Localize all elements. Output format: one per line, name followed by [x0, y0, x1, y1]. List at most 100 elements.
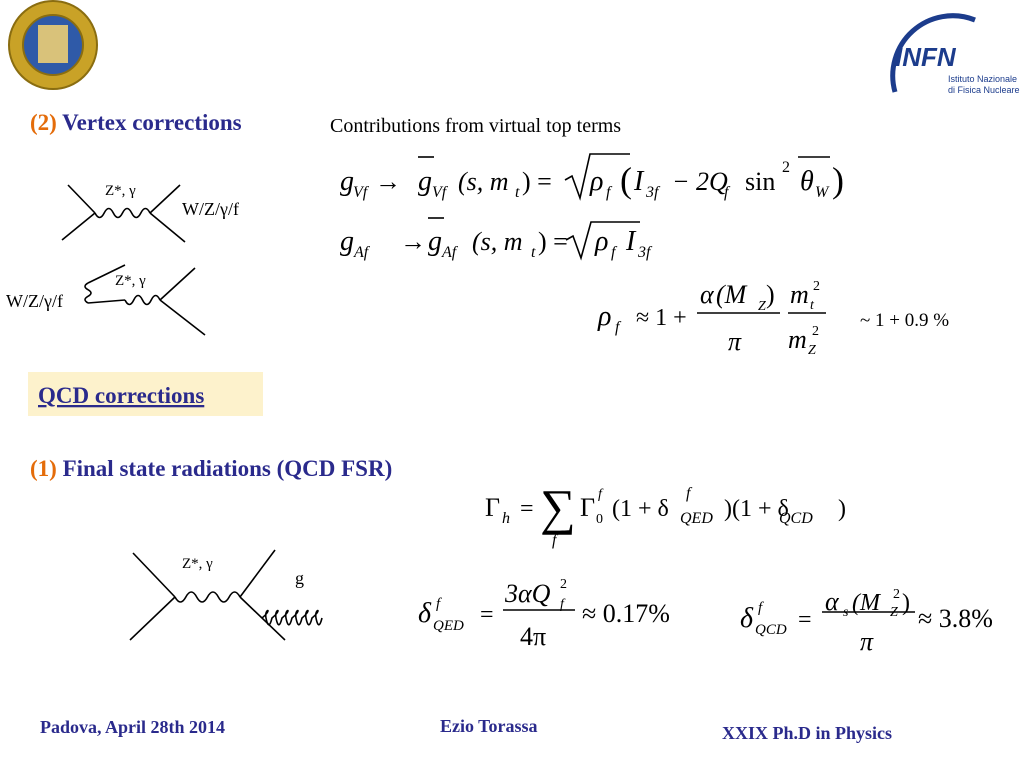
math-token: f [436, 596, 442, 612]
heading: (1) Final state radiations (QCD FSR) [30, 456, 392, 481]
math-token: QED [433, 618, 464, 634]
math-token: ) [902, 590, 910, 616]
infn-logo: INFN Istituto Nazionale di Fisica Nuclea… [890, 13, 1020, 95]
math-token: ρ [597, 301, 611, 332]
math-token: 0 [596, 512, 603, 527]
math-token: t [810, 298, 815, 313]
math-token: QED [680, 510, 713, 527]
math-token: 3f [637, 244, 653, 261]
infn-line: Istituto Nazionale [948, 74, 1017, 84]
math-token: π [728, 327, 742, 356]
math-token: f [560, 597, 566, 612]
diagram-label: W/Z/γ/f [182, 199, 239, 219]
math-token: f [606, 184, 613, 201]
math-token: g [428, 226, 442, 257]
math-token: ∑ [540, 479, 576, 535]
math-token: f [615, 319, 622, 336]
math-token: 2 [893, 587, 900, 602]
math-token: = [798, 607, 812, 633]
math-token: α [825, 587, 840, 616]
math-token: = [520, 496, 534, 522]
math-token: ρ [589, 166, 603, 197]
math-token: Z [808, 343, 816, 358]
math-token: h [502, 510, 510, 527]
math-token: t [531, 244, 536, 261]
math-token: α [700, 280, 715, 309]
footer-left: Padova, April 28th 2014 [40, 717, 225, 737]
diagram-label: g [295, 568, 304, 588]
math-token: 2 [782, 159, 790, 176]
infn-line: di Fisica Nucleare [948, 85, 1020, 95]
boson-line [174, 591, 241, 603]
math-token: Vf [432, 184, 449, 201]
gluon-line [261, 609, 323, 626]
math-token: π [860, 627, 874, 656]
math-token: ≈ 1 + [636, 305, 687, 331]
university-seal [8, 0, 98, 90]
math-token: f [611, 244, 618, 261]
diagram-label: W/Z/γ/f [6, 291, 63, 311]
rho-value: ~ 1 + 0.9 % [860, 310, 949, 331]
math-token: (1 + δ [612, 496, 669, 522]
math-token: f [686, 485, 693, 502]
math-token: δ [740, 603, 754, 634]
math-token: (s, m [458, 167, 509, 196]
math-token: 2 [560, 577, 567, 592]
heading-text: Vertex corrections [62, 110, 242, 135]
boson-line [94, 207, 151, 219]
math-token: )(1 + δ [724, 496, 789, 522]
math-token: ) [838, 496, 846, 522]
diagram-label: Z*, γ [182, 556, 213, 572]
math-token: I [625, 226, 637, 257]
math-token: m [788, 325, 807, 354]
math-token: 2 [813, 279, 820, 294]
math-token: Af [441, 244, 459, 261]
math-token: t [515, 184, 520, 201]
math-token: Af [353, 244, 371, 261]
math-token: ) [766, 280, 775, 309]
math-token: f [724, 184, 731, 201]
math-token: ) [832, 160, 844, 200]
math-token: ) = [522, 167, 552, 196]
boson-line [84, 282, 92, 304]
math-token: → [400, 227, 426, 256]
infn-name: INFN [895, 42, 957, 72]
math-token: ) = [538, 227, 568, 256]
math-token: f [598, 487, 604, 502]
feynman-diagrams [61, 184, 323, 641]
heading: (2) Vertex corrections [30, 110, 242, 135]
math-token: g [340, 226, 354, 257]
math-token: (M [852, 590, 882, 616]
math-token: → [375, 167, 401, 196]
math-token: Z [890, 605, 898, 620]
math-token: = [480, 602, 494, 628]
diagram-label: Z*, γ [115, 273, 146, 289]
math-token: Vf [353, 184, 370, 201]
math-strokes [418, 153, 915, 613]
footer-center: Ezio Torassa [440, 716, 538, 736]
footer-right: XXIX Ph.D in Physics [722, 723, 892, 743]
math-token: ( [620, 160, 632, 200]
math-token: g [418, 166, 432, 197]
math-token: Γ [580, 493, 595, 522]
math-token: 2 [812, 324, 819, 339]
math-token: 4π [520, 622, 546, 651]
math-token: ρ [594, 226, 608, 257]
heading-number: (2) [30, 110, 57, 135]
math-token: sin [745, 167, 775, 196]
heading-number: (1) [30, 456, 57, 481]
math-token: g [340, 166, 354, 197]
math-token: QCD [755, 622, 787, 638]
math-token: W [815, 184, 830, 201]
heading-text: Final state radiations (QCD FSR) [63, 456, 393, 481]
math-token: 3αQ [504, 579, 551, 608]
math-token: ≈ 0.17% [582, 599, 670, 628]
math-token: Γ [485, 493, 500, 522]
math-token: (M [716, 280, 748, 309]
math-token: δ [418, 598, 432, 629]
math-token: Z [758, 299, 766, 314]
math-token: f [758, 600, 764, 616]
math-token: f [552, 532, 559, 549]
math-token: m [790, 280, 809, 309]
